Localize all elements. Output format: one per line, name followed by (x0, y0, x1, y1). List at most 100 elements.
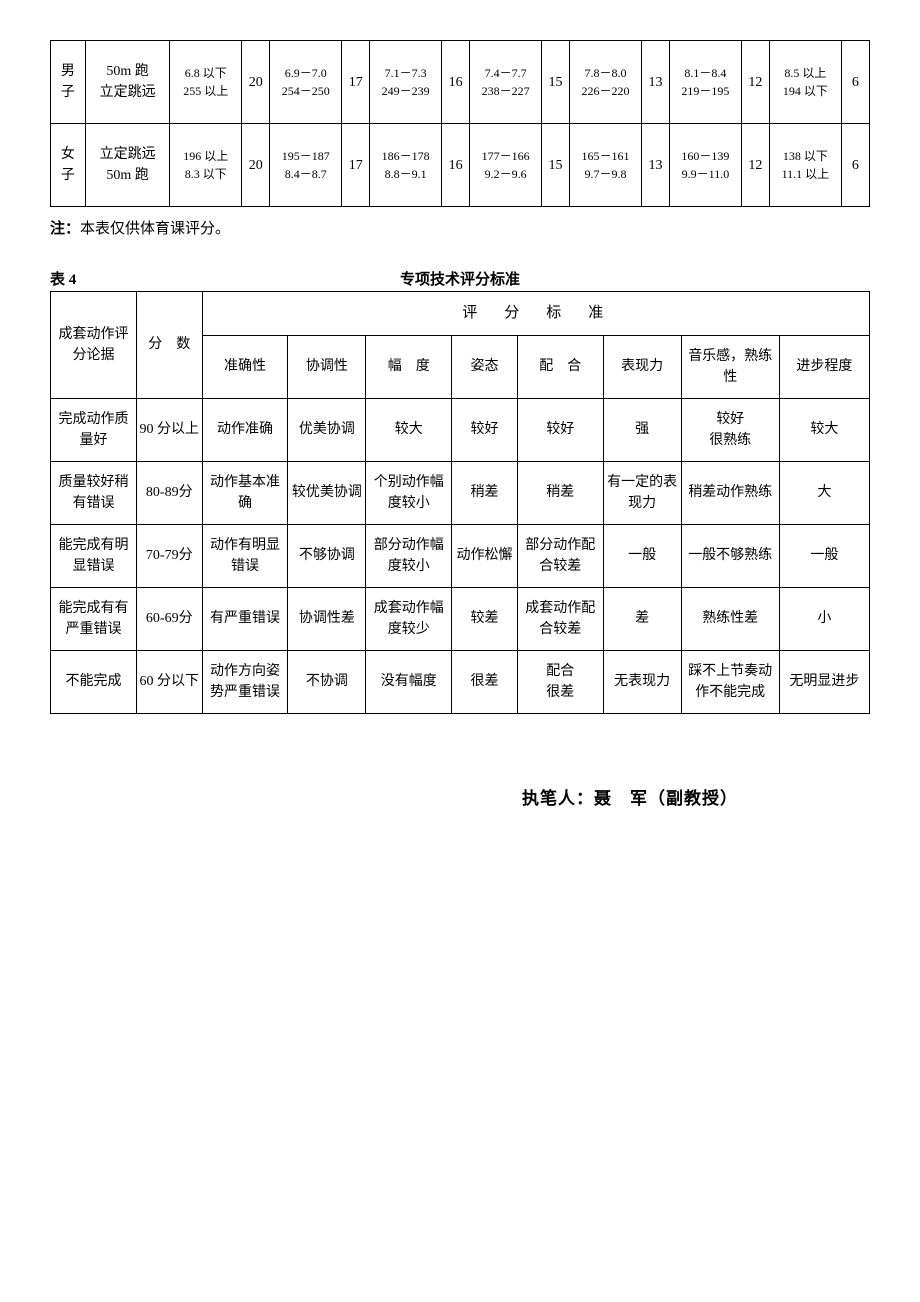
value-cell: 不够协调 (288, 524, 366, 587)
value-cell: 较大 (366, 398, 452, 461)
column-header: 幅 度 (366, 335, 452, 398)
column-header: 音乐感，熟练性 (681, 335, 779, 398)
score-cell: 17 (342, 124, 370, 207)
event-cell: 50m 跑立定跳远 (85, 41, 170, 124)
value-cell: 较好 (452, 398, 518, 461)
note-text: 本表仅供体育课评分。 (80, 221, 230, 237)
table-row: 完成动作质量好90 分以上动作准确优美协调较大较好较好强较好很熟练较大 (51, 398, 870, 461)
score-range-cell: 90 分以上 (136, 398, 202, 461)
range-cell: 6.9－7.0254－250 (270, 41, 342, 124)
value-cell: 有一定的表现力 (603, 461, 681, 524)
range-cell: 165－1619.7－9.8 (570, 124, 642, 207)
range-cell: 138 以下11.1 以上 (770, 124, 842, 207)
score-cell: 12 (741, 41, 769, 124)
table1-note: 注：本表仅供体育课评分。 (50, 217, 870, 238)
score-cell: 15 (541, 41, 569, 124)
value-cell: 无明显进步 (779, 650, 869, 713)
score-range-cell: 60-69分 (136, 587, 202, 650)
column-header: 进步程度 (779, 335, 869, 398)
table-row: 男子50m 跑立定跳远6.8 以下255 以上206.9－7.0254－2501… (51, 41, 870, 124)
column-header: 表现力 (603, 335, 681, 398)
score-range-cell: 80-89分 (136, 461, 202, 524)
column-header: 协调性 (288, 335, 366, 398)
score-cell: 13 (641, 41, 669, 124)
range-cell: 7.1－7.3249－239 (370, 41, 442, 124)
value-cell: 较大 (779, 398, 869, 461)
score-cell: 6 (841, 41, 869, 124)
value-cell: 协调性差 (288, 587, 366, 650)
table-row: 女子立定跳远50m 跑196 以上8.3 以下20195－1878.4－8.71… (51, 124, 870, 207)
range-cell: 195－1878.4－8.7 (270, 124, 342, 207)
score-cell: 12 (741, 124, 769, 207)
range-cell: 7.8－8.0226－220 (570, 41, 642, 124)
score-cell: 16 (442, 124, 470, 207)
value-cell: 大 (779, 461, 869, 524)
value-cell: 稍差 (452, 461, 518, 524)
value-cell: 动作松懈 (452, 524, 518, 587)
gender-cell: 女子 (51, 124, 86, 207)
corner-cell: 成套动作评分论据 (51, 292, 137, 399)
range-cell: 186－1788.8－9.1 (370, 124, 442, 207)
note-label: 注： (50, 221, 80, 237)
range-cell: 196 以上8.3 以下 (170, 124, 242, 207)
super-header: 评 分 标 准 (202, 292, 870, 336)
column-header: 配 合 (517, 335, 603, 398)
score-table-1: 男子50m 跑立定跳远6.8 以下255 以上206.9－7.0254－2501… (50, 40, 870, 207)
score-cell: 20 (242, 41, 270, 124)
score-cell: 20 (242, 124, 270, 207)
event-cell: 立定跳远50m 跑 (85, 124, 170, 207)
column-header: 准确性 (202, 335, 288, 398)
score-cell: 13 (641, 124, 669, 207)
gender-cell: 男子 (51, 41, 86, 124)
value-cell: 部分动作配合较差 (517, 524, 603, 587)
table-row: 不能完成60 分以下动作方向姿势严重错误不协调没有幅度很差配合很差无表现力踩不上… (51, 650, 870, 713)
score-table-2: 成套动作评分论据 分 数 评 分 标 准 准确性协调性幅 度姿态配 合表现力音乐… (50, 291, 870, 714)
value-cell: 较好很熟练 (681, 398, 779, 461)
value-cell: 强 (603, 398, 681, 461)
table-row: 能完成有明显错误70-79分动作有明显错误不够协调部分动作幅度较小动作松懈部分动… (51, 524, 870, 587)
value-cell: 一般不够熟练 (681, 524, 779, 587)
range-cell: 8.1－8.4219－195 (670, 41, 742, 124)
value-cell: 小 (779, 587, 869, 650)
value-cell: 较好 (517, 398, 603, 461)
value-cell: 熟练性差 (681, 587, 779, 650)
value-cell: 较差 (452, 587, 518, 650)
author-line: 执笔人：聂 军（副教授） (390, 784, 870, 809)
value-cell: 成套动作配合较差 (517, 587, 603, 650)
table-row: 能完成有有严重错误60-69分有严重错误协调性差成套动作幅度较少较差成套动作配合… (51, 587, 870, 650)
range-cell: 6.8 以下255 以上 (170, 41, 242, 124)
corner-cell: 分 数 (136, 292, 202, 399)
score-cell: 16 (442, 41, 470, 124)
value-cell: 没有幅度 (366, 650, 452, 713)
value-cell: 稍差动作熟练 (681, 461, 779, 524)
value-cell: 无表现力 (603, 650, 681, 713)
table-row: 质量较好稍有错误80-89分动作基本准确较优美协调个别动作幅度较小稍差稍差有一定… (51, 461, 870, 524)
value-cell: 踩不上节奏动作不能完成 (681, 650, 779, 713)
score-cell: 17 (342, 41, 370, 124)
value-cell: 部分动作幅度较小 (366, 524, 452, 587)
criteria-cell: 质量较好稍有错误 (51, 461, 137, 524)
value-cell: 优美协调 (288, 398, 366, 461)
value-cell: 一般 (779, 524, 869, 587)
table2-title-row: 表 4 专项技术评分标准 (50, 268, 870, 289)
value-cell: 不协调 (288, 650, 366, 713)
score-range-cell: 60 分以下 (136, 650, 202, 713)
range-cell: 177－1669.2－9.6 (470, 124, 542, 207)
value-cell: 差 (603, 587, 681, 650)
value-cell: 成套动作幅度较少 (366, 587, 452, 650)
criteria-cell: 完成动作质量好 (51, 398, 137, 461)
value-cell: 一般 (603, 524, 681, 587)
criteria-cell: 不能完成 (51, 650, 137, 713)
value-cell: 动作基本准确 (202, 461, 288, 524)
value-cell: 很差 (452, 650, 518, 713)
value-cell: 有严重错误 (202, 587, 288, 650)
value-cell: 稍差 (517, 461, 603, 524)
value-cell: 配合很差 (517, 650, 603, 713)
table2-title: 专项技术评分标准 (50, 268, 870, 289)
score-cell: 6 (841, 124, 869, 207)
score-cell: 15 (541, 124, 569, 207)
column-header: 姿态 (452, 335, 518, 398)
criteria-cell: 能完成有明显错误 (51, 524, 137, 587)
range-cell: 160－1399.9－11.0 (670, 124, 742, 207)
value-cell: 个别动作幅度较小 (366, 461, 452, 524)
